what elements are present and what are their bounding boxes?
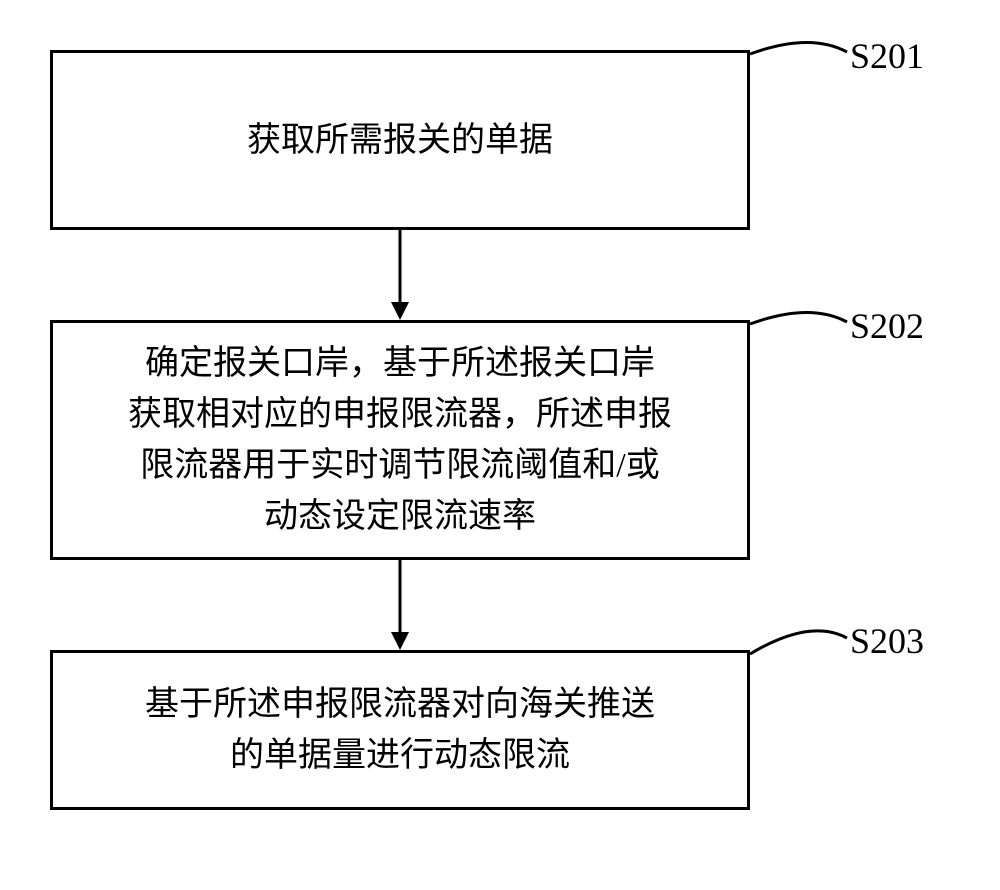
step-label-3: S203: [850, 620, 924, 662]
step-label-2: S202: [850, 305, 924, 347]
step-box-3: 基于所述申报限流器对向海关推送 的单据量进行动态限流: [50, 650, 750, 810]
step-box-2: 确定报关口岸，基于所述报关口岸 获取相对应的申报限流器，所述申报 限流器用于实时…: [50, 320, 750, 560]
step-box-1: 获取所需报关的单据: [50, 50, 750, 230]
step-label-1: S201: [850, 35, 924, 77]
step-1-text: 获取所需报关的单据: [247, 115, 553, 166]
step-3-text: 基于所述申报限流器对向海关推送 的单据量进行动态限流: [145, 679, 655, 781]
step-2-text: 确定报关口岸，基于所述报关口岸 获取相对应的申报限流器，所述申报 限流器用于实时…: [128, 338, 672, 542]
flowchart-container: 获取所需报关的单据 S201 确定报关口岸，基于所述报关口岸 获取相对应的申报限…: [0, 0, 1000, 890]
